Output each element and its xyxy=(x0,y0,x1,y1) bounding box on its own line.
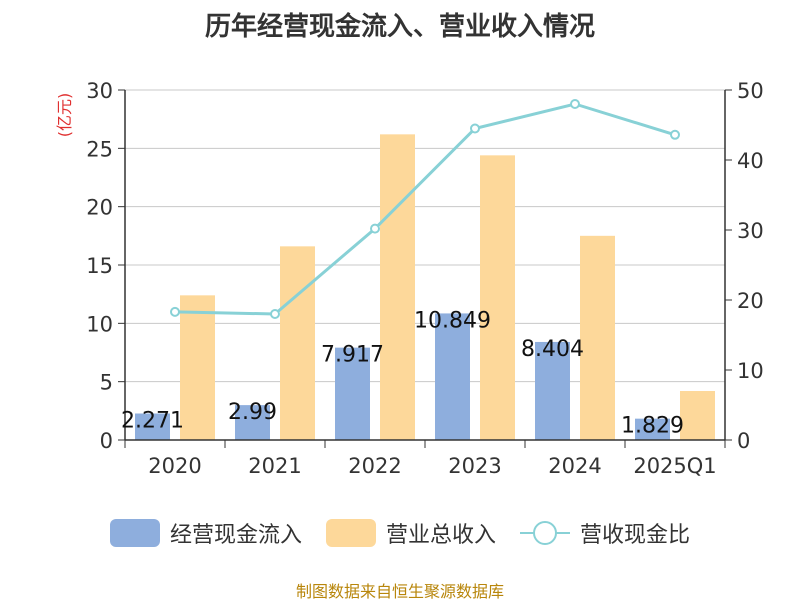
y2-tick-label: 50 xyxy=(737,79,764,103)
cash-inflow-value-label: 10.849 xyxy=(414,308,491,333)
cash-ratio-point xyxy=(570,99,580,109)
y-tick-label: 0 xyxy=(100,429,113,453)
y2-tick-label: 20 xyxy=(737,289,764,313)
cash-inflow-value-label: 7.917 xyxy=(321,343,384,368)
legend-label-cash-inflow: 经营现金流入 xyxy=(169,523,302,548)
legend-label-cash-ratio: 营收现金比 xyxy=(580,523,691,548)
x-tick-label: 2023 xyxy=(448,454,501,478)
y-tick-label: 25 xyxy=(86,137,113,161)
y2-tick-label: 30 xyxy=(737,219,764,243)
cash-ratio-point xyxy=(170,306,180,317)
cash-ratio-line xyxy=(174,102,676,316)
y2-tick-label: 10 xyxy=(737,359,764,383)
cash-ratio-point xyxy=(670,129,680,140)
legend: 经营现金流入 营业总收入 营收现金比 xyxy=(0,517,800,549)
revenue-bar xyxy=(180,295,215,440)
chart-title: 历年经营现金流入、营业收入情况 xyxy=(204,12,595,42)
legend-label-revenue: 营业总收入 xyxy=(385,523,496,548)
y2-axis-label: % xyxy=(796,84,800,99)
cash-inflow-bar xyxy=(535,341,570,440)
revenue-bar xyxy=(380,134,415,441)
cash-inflow-bar xyxy=(335,347,370,440)
y-tick-label: 30 xyxy=(86,79,113,103)
y-tick-label: 20 xyxy=(86,196,113,220)
cash-inflow-value-label: 2.99 xyxy=(228,400,277,425)
y-tick-label: 15 xyxy=(86,254,113,278)
revenue-bar xyxy=(280,246,315,440)
legend-item-cash-inflow[interactable]: 经营现金流入 xyxy=(109,517,302,549)
cash-inflow-bar xyxy=(235,405,270,440)
cash-ratio-point xyxy=(470,123,480,134)
y-tick-label: 10 xyxy=(86,312,113,336)
legend-swatch-cash-ratio xyxy=(520,519,570,547)
cash-ratio-point xyxy=(270,309,280,319)
cash-inflow-bar xyxy=(135,413,170,440)
x-tick-label: 2025Q1 xyxy=(633,454,716,478)
cash-inflow-bar xyxy=(435,313,470,440)
x-tick-label: 2022 xyxy=(348,454,401,478)
legend-swatch-cash-inflow xyxy=(109,519,160,547)
source-note: 制图数据来自恒生聚源数据库 xyxy=(295,582,504,601)
legend-item-cash-ratio[interactable]: 营收现金比 xyxy=(520,517,690,549)
x-tick-label: 2021 xyxy=(248,454,301,478)
revenue-bar xyxy=(580,235,615,440)
legend-swatch-revenue xyxy=(325,519,376,547)
y2-tick-label: 0 xyxy=(737,429,750,453)
cash-inflow-value-label: 8.404 xyxy=(521,337,584,362)
cash-ratio-point xyxy=(370,223,380,234)
revenue-bar xyxy=(480,155,515,441)
x-tick-label: 2020 xyxy=(148,454,201,478)
cash-inflow-value-label: 1.829 xyxy=(621,414,684,439)
x-tick-label: 2024 xyxy=(548,454,601,478)
legend-item-revenue[interactable]: 营业总收入 xyxy=(325,517,496,549)
y2-tick-label: 40 xyxy=(737,149,764,173)
cash-inflow-bar xyxy=(635,418,670,440)
y-axis-label: (亿元) xyxy=(55,93,74,138)
revenue-bar xyxy=(680,391,715,440)
y-tick-label: 5 xyxy=(100,371,113,395)
cash-inflow-value-label: 2.271 xyxy=(121,409,184,434)
